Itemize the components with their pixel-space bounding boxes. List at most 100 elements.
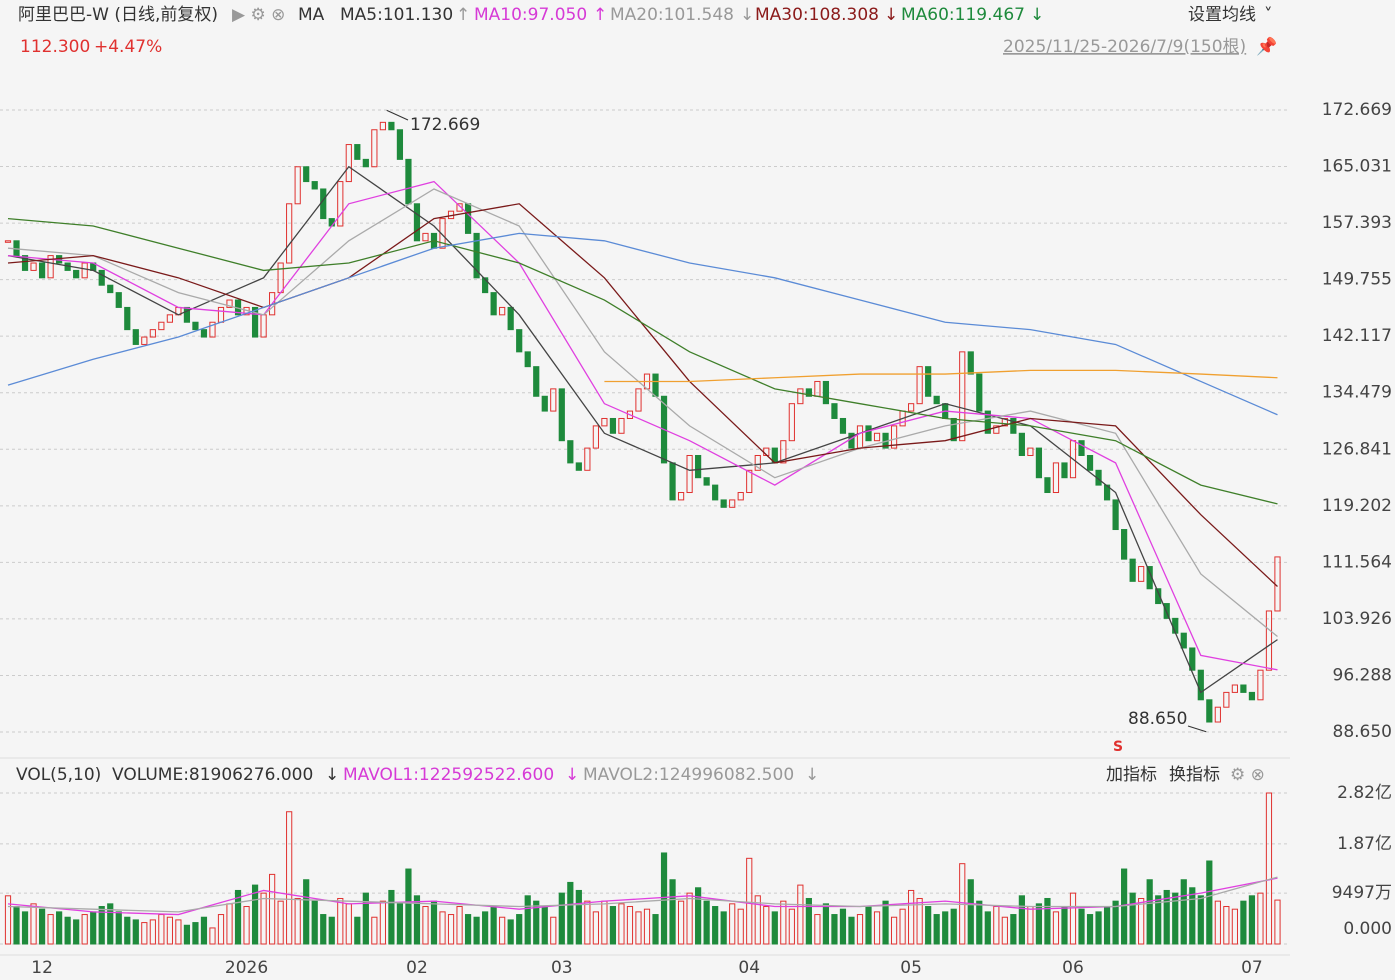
x-tick-label: 06 <box>1062 958 1084 978</box>
volume-bar <box>439 911 446 945</box>
volume-bar <box>1095 911 1102 945</box>
volume-bar <box>413 895 421 945</box>
ma-line <box>7 232 1278 416</box>
candle <box>413 203 421 242</box>
volume-bar <box>626 906 634 945</box>
volume-bar <box>1231 908 1238 945</box>
candle <box>959 351 966 442</box>
volume-bar <box>839 908 847 945</box>
vol-icons[interactable]: ⚙ ⊗ <box>1230 765 1265 785</box>
x-tick-label: 12 <box>31 958 53 978</box>
volume-bar <box>1035 903 1043 945</box>
high-arrow <box>385 109 409 121</box>
volume-bar <box>916 897 923 945</box>
candle <box>38 262 46 279</box>
y-tick-label: 103.926 <box>1322 609 1392 629</box>
candle <box>473 232 480 279</box>
stock-title: 阿里巴巴-W (日线,前复权) <box>18 5 218 25</box>
candle <box>456 203 463 212</box>
volume-bar <box>294 897 301 945</box>
volume-bar <box>1265 792 1273 945</box>
candle <box>865 425 872 442</box>
candle <box>1061 462 1068 479</box>
candle <box>115 292 122 308</box>
candle <box>592 425 599 449</box>
candle <box>47 255 54 279</box>
candle <box>1155 588 1162 605</box>
volume-bar <box>1129 892 1136 945</box>
volume-bar <box>933 914 940 945</box>
volume-bar <box>1078 908 1085 945</box>
add-indicator[interactable]: 加指标 <box>1106 765 1157 785</box>
candle <box>584 447 591 471</box>
candle <box>200 329 208 338</box>
candle <box>320 188 327 220</box>
candle <box>21 255 29 271</box>
volume-bar <box>1223 906 1230 945</box>
volume-bar <box>1274 899 1281 945</box>
candle <box>396 129 404 160</box>
menu-arrow[interactable]: ▶ ⚙ ⊗ <box>232 5 285 25</box>
volume-bar <box>38 908 46 945</box>
x-tick-label: 07 <box>1241 958 1263 978</box>
volume-bar <box>1197 895 1204 945</box>
candle <box>1052 462 1060 494</box>
indicator[interactable]: MA <box>298 5 325 25</box>
volume-bar <box>660 852 668 945</box>
candle <box>1265 610 1273 671</box>
candle <box>1223 691 1230 708</box>
arrow: ↓ <box>884 5 898 25</box>
volume-label: VOLUME:81906276.000 <box>112 765 313 785</box>
volume-bar <box>124 916 131 945</box>
high-annotation: 172.669 <box>410 115 480 135</box>
candle <box>695 454 702 479</box>
candle <box>737 492 744 501</box>
candle <box>1027 447 1034 456</box>
candle <box>1086 454 1094 471</box>
y-tick-label: 111.564 <box>1322 552 1392 572</box>
pin[interactable]: 📌 <box>1256 36 1277 57</box>
candle <box>1180 632 1187 649</box>
candle <box>1248 691 1256 701</box>
volume-bar <box>303 879 310 945</box>
candle <box>993 425 1000 434</box>
volume-bar <box>1248 895 1256 945</box>
candle <box>822 380 830 405</box>
candle <box>158 321 165 331</box>
volume-bar <box>149 919 156 945</box>
ma30-label: MA30:108.308 <box>755 5 879 25</box>
volume-bar <box>337 897 344 945</box>
volume-bar <box>925 906 932 945</box>
settings[interactable]: 设置均线 <box>1188 5 1256 25</box>
candle <box>303 166 310 183</box>
volume-bar <box>814 914 821 945</box>
volume-bar <box>618 903 625 945</box>
change: +4.47% <box>94 37 162 57</box>
volume-bar <box>729 903 736 945</box>
candle <box>81 262 88 279</box>
candle <box>107 284 114 294</box>
volume-bar <box>822 903 830 945</box>
candle <box>729 499 736 508</box>
candle <box>558 388 565 442</box>
ma-line <box>7 180 1278 671</box>
volume-bar <box>430 900 438 945</box>
volume-bar <box>115 911 122 945</box>
volume-bar <box>269 873 276 945</box>
arrow: ↓ <box>1030 5 1044 25</box>
chevron[interactable]: ˅ <box>1264 5 1273 25</box>
candle <box>712 484 719 501</box>
date-range[interactable]: 2025/11/25-2026/7/9(150根) <box>1003 37 1246 57</box>
switch-indicator[interactable]: 换指标 <box>1169 765 1220 785</box>
candle <box>482 277 489 294</box>
volume-bar <box>533 900 540 945</box>
candle <box>780 440 787 464</box>
arrow: ↑ <box>593 5 607 25</box>
y-tick-label: 142.117 <box>1322 326 1392 346</box>
arrow: ↑ <box>456 5 470 25</box>
x-tick-label: 04 <box>738 958 760 978</box>
candle <box>976 373 983 412</box>
x-tick-label: 03 <box>551 958 573 978</box>
arrow: ↓ <box>805 765 819 785</box>
